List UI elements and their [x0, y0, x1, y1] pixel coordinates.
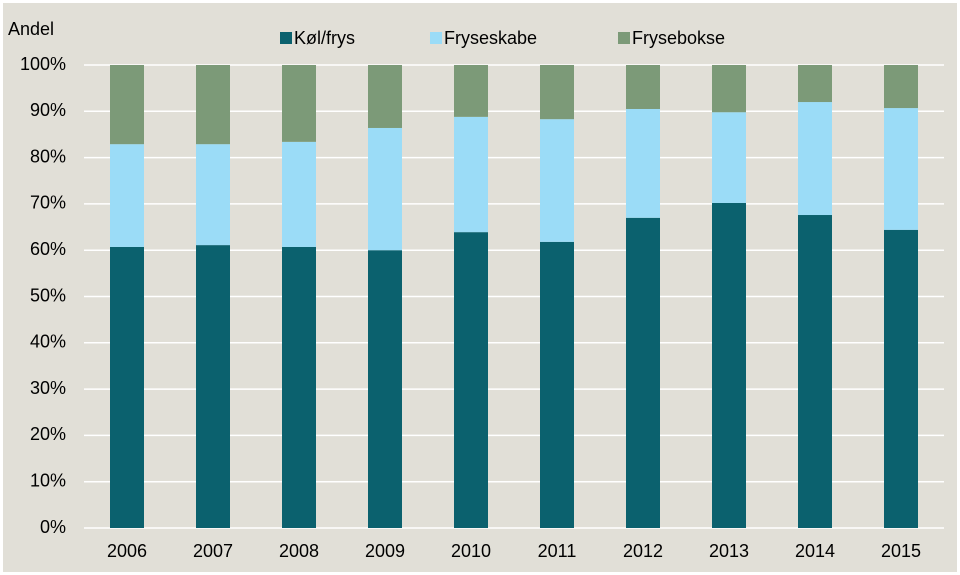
- y-tick-label: 0%: [40, 517, 66, 537]
- bar-segment: [540, 65, 574, 120]
- y-tick-label: 100%: [20, 54, 66, 74]
- bar-segment: [454, 65, 488, 117]
- bar-segment: [626, 108, 660, 218]
- bar-segment: [798, 102, 832, 216]
- y-tick-label: 30%: [30, 378, 66, 398]
- x-tick-label: 2015: [881, 541, 921, 561]
- y-tick-label: 50%: [30, 285, 66, 305]
- y-tick-label: 80%: [30, 146, 66, 166]
- bar-segment: [110, 144, 144, 247]
- bar-segment: [540, 119, 574, 242]
- legend-label: Køl/frys: [294, 28, 355, 48]
- bar-segment: [368, 65, 402, 128]
- bar-segment: [368, 127, 402, 251]
- bar-segment: [282, 141, 316, 247]
- x-tick-label: 2013: [709, 541, 749, 561]
- bar-segment: [196, 65, 230, 145]
- bar-segment: [110, 246, 144, 529]
- legend-label: Frysebokse: [632, 28, 725, 48]
- x-tick-label: 2010: [451, 541, 491, 561]
- bar-segment: [454, 116, 488, 233]
- x-tick-label: 2009: [365, 541, 405, 561]
- y-axis-label: Andel: [8, 19, 54, 39]
- legend-label: Fryseskabe: [444, 28, 537, 48]
- x-tick-label: 2011: [538, 541, 577, 561]
- bar-segment: [884, 229, 918, 528]
- bar-segment: [626, 217, 660, 529]
- legend-swatch: [618, 32, 630, 44]
- bar-segment: [884, 108, 918, 230]
- y-tick-label: 90%: [30, 100, 66, 120]
- bar-segment: [540, 241, 574, 528]
- bar-segment: [884, 65, 918, 109]
- bar-segment: [368, 250, 402, 528]
- legend-swatch: [280, 32, 292, 44]
- y-tick-label: 70%: [30, 193, 66, 213]
- bar-segment: [282, 246, 316, 529]
- bar-segment: [798, 65, 832, 103]
- x-tick-label: 2014: [795, 541, 835, 561]
- bar-segment: [712, 202, 746, 528]
- y-tick-label: 10%: [30, 470, 66, 490]
- bar-segment: [712, 112, 746, 203]
- x-tick-label: 2008: [279, 541, 319, 561]
- bar-segment: [196, 144, 230, 246]
- x-tick-label: 2012: [623, 541, 663, 561]
- bar-segment: [712, 65, 746, 113]
- bar-segment: [282, 65, 316, 142]
- y-tick-label: 40%: [30, 332, 66, 352]
- bar-segment: [110, 65, 144, 145]
- legend-swatch: [430, 32, 442, 44]
- x-tick-label: 2006: [107, 541, 147, 561]
- bar-segment: [626, 65, 660, 109]
- y-tick-label: 60%: [30, 239, 66, 259]
- y-tick-label: 20%: [30, 424, 66, 444]
- bar-segment: [196, 245, 230, 528]
- bar-segment: [798, 215, 832, 528]
- x-tick-label: 2007: [193, 541, 233, 561]
- bar-segment: [454, 232, 488, 528]
